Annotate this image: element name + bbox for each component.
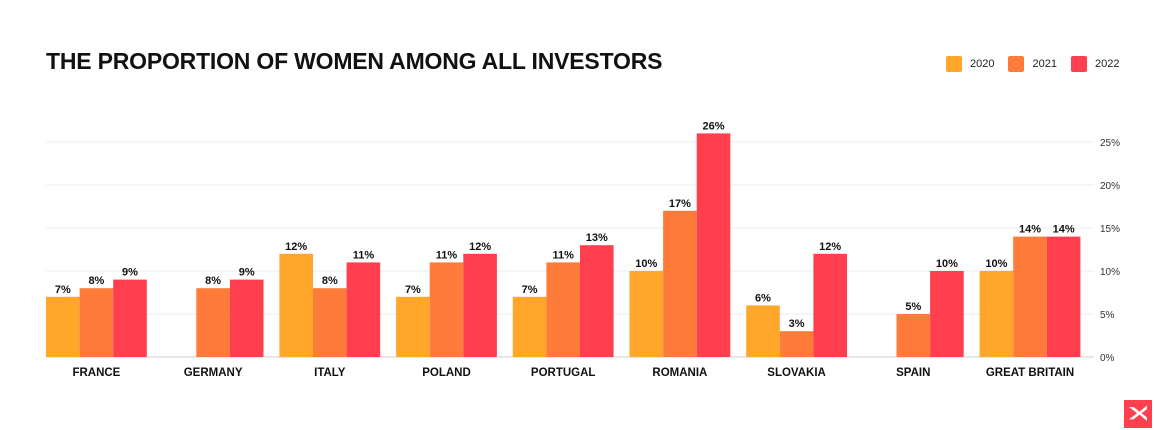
bar-portugal-2021: [546, 262, 580, 357]
data-label: 6%: [755, 292, 771, 304]
legend-item-2021: 2021: [1008, 56, 1057, 72]
data-label: 13%: [586, 232, 608, 244]
bar-great-britain-2020: [979, 271, 1014, 357]
data-label: 3%: [789, 318, 805, 330]
bar-portugal-2020: [512, 296, 547, 357]
data-label: 11%: [552, 249, 574, 261]
y-tick-label: 5%: [1100, 310, 1115, 321]
data-label: 12%: [285, 241, 307, 253]
bar-italy-2020: [279, 253, 313, 357]
data-label: 14%: [1019, 224, 1041, 236]
legend-label-2022: 2022: [1094, 58, 1120, 70]
bar-poland-2020: [396, 296, 430, 357]
xtb-x-logo-icon: [1124, 400, 1152, 428]
data-label: 26%: [702, 120, 724, 132]
data-label: 10%: [635, 258, 657, 270]
legend-item-2020: 2020: [946, 56, 994, 72]
bar-france-2020: [46, 296, 80, 357]
data-label: 17%: [669, 198, 691, 210]
x-tick-label: PORTUGAL: [531, 367, 596, 379]
data-label: 5%: [905, 301, 921, 313]
bar-germany-2021: [196, 288, 230, 357]
x-tick-label: GREAT BRITAIN: [986, 367, 1074, 379]
bar-romania-2022: [696, 133, 731, 357]
data-label: 7%: [55, 284, 71, 296]
legend-swatch-2022: [1070, 56, 1087, 72]
bar-great-britain-2021: [1013, 236, 1047, 357]
x-tick-label: GERMANY: [184, 367, 243, 379]
x-tick-label: SPAIN: [896, 367, 930, 379]
y-tick-label: 10%: [1100, 267, 1120, 278]
x-tick-label: POLAND: [422, 367, 471, 379]
bar-great-britain-2022: [1046, 236, 1081, 357]
bar-spain-2022: [930, 271, 964, 357]
data-label: 7%: [522, 284, 538, 296]
data-label: 9%: [239, 267, 255, 279]
bar-poland-2021: [429, 262, 464, 357]
data-label: 12%: [819, 241, 841, 253]
y-tick-label: 0%: [1100, 353, 1115, 364]
data-label: 10%: [936, 258, 958, 270]
legend-swatch-2021: [1008, 56, 1025, 72]
bar-portugal-2022: [580, 245, 614, 357]
x-tick-label: ITALY: [314, 367, 346, 379]
data-label: 12%: [469, 241, 491, 253]
x-tick-label: FRANCE: [72, 367, 120, 379]
y-tick-label: 25%: [1100, 138, 1120, 149]
bar-germany-2022: [229, 279, 264, 357]
data-label: 14%: [1053, 224, 1075, 236]
data-label: 7%: [405, 284, 421, 296]
data-label: 8%: [88, 275, 104, 287]
bar-france-2022: [113, 279, 147, 357]
bar-france-2021: [79, 288, 114, 357]
data-label: 10%: [985, 258, 1007, 270]
bar-slovakia-2022: [813, 253, 847, 357]
bar-slovakia-2021: [779, 331, 814, 357]
data-label: 8%: [322, 275, 338, 287]
chart-legend: 2020 2021 2022: [946, 56, 1119, 72]
bar-poland-2022: [463, 253, 497, 357]
data-label: 11%: [436, 249, 458, 261]
y-tick-label: 20%: [1100, 181, 1120, 192]
data-label: 9%: [122, 267, 138, 279]
legend-label-2020: 2020: [970, 58, 995, 70]
legend-item-2022: 2022: [1070, 56, 1120, 72]
bar-romania-2020: [629, 271, 664, 357]
bar-italy-2022: [346, 262, 381, 357]
bar-italy-2021: [313, 288, 347, 357]
y-tick-label: 15%: [1100, 224, 1120, 235]
data-label: 8%: [205, 275, 221, 287]
chart-title: THE PROPORTION OF WOMEN AMONG ALL INVEST…: [46, 48, 663, 74]
legend-label-2021: 2021: [1032, 58, 1057, 70]
data-label: 11%: [353, 249, 375, 261]
x-tick-label: ROMANIA: [652, 367, 707, 379]
bar-slovakia-2020: [746, 305, 780, 357]
bar-spain-2021: [896, 314, 931, 357]
legend-swatch-2020: [946, 56, 962, 72]
bar-romania-2021: [663, 210, 697, 357]
x-tick-label: SLOVAKIA: [767, 367, 826, 379]
